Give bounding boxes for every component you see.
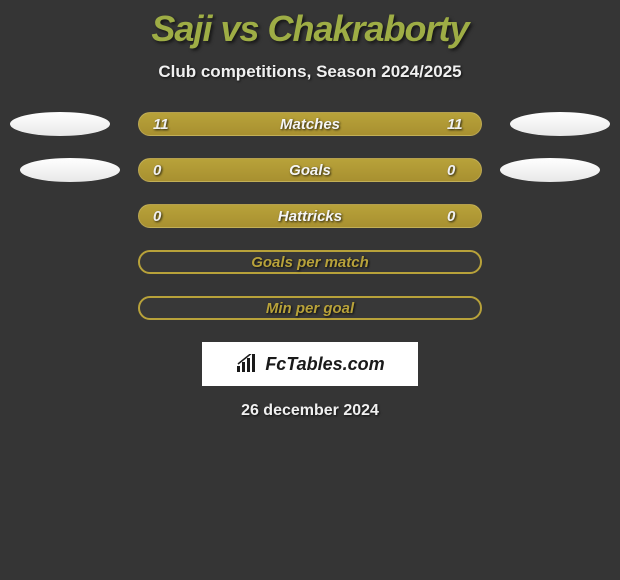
- chart-icon: [235, 354, 259, 374]
- stat-row-goals-per-match: Goals per match: [0, 250, 620, 274]
- stat-row-matches: 11 Matches 11: [0, 112, 620, 136]
- stat-bar-min-per-goal: Min per goal: [138, 296, 482, 320]
- matches-left-value: 11: [153, 116, 173, 133]
- matches-label: Matches: [280, 116, 340, 133]
- stat-bar-matches: 11 Matches 11: [138, 112, 482, 136]
- oval-right-1: [510, 112, 610, 136]
- logo-text: FcTables.com: [265, 354, 384, 375]
- matches-right-value: 11: [447, 116, 467, 133]
- stat-row-min-per-goal: Min per goal: [0, 296, 620, 320]
- goals-per-match-label: Goals per match: [251, 254, 369, 271]
- stat-bar-goals: 0 Goals 0: [138, 158, 482, 182]
- goals-left-value: 0: [153, 162, 173, 179]
- oval-right-2: [500, 158, 600, 182]
- stat-bar-hattricks: 0 Hattricks 0: [138, 204, 482, 228]
- hattricks-left-value: 0: [153, 208, 173, 225]
- stat-row-hattricks: 0 Hattricks 0: [0, 204, 620, 228]
- date-text: 26 december 2024: [0, 402, 620, 420]
- oval-left-2: [20, 158, 120, 182]
- goals-right-value: 0: [447, 162, 467, 179]
- stat-row-goals: 0 Goals 0: [0, 158, 620, 182]
- min-per-goal-label: Min per goal: [266, 300, 354, 317]
- hattricks-label: Hattricks: [278, 208, 342, 225]
- stat-bar-goals-per-match: Goals per match: [138, 250, 482, 274]
- goals-label: Goals: [289, 162, 331, 179]
- hattricks-right-value: 0: [447, 208, 467, 225]
- subtitle: Club competitions, Season 2024/2025: [0, 62, 620, 82]
- stats-container: 11 Matches 11 0 Goals 0 0 Hattricks 0 Go…: [0, 112, 620, 320]
- oval-left-1: [10, 112, 110, 136]
- logo-box[interactable]: FcTables.com: [202, 342, 418, 386]
- page-title: Saji vs Chakraborty: [0, 0, 620, 50]
